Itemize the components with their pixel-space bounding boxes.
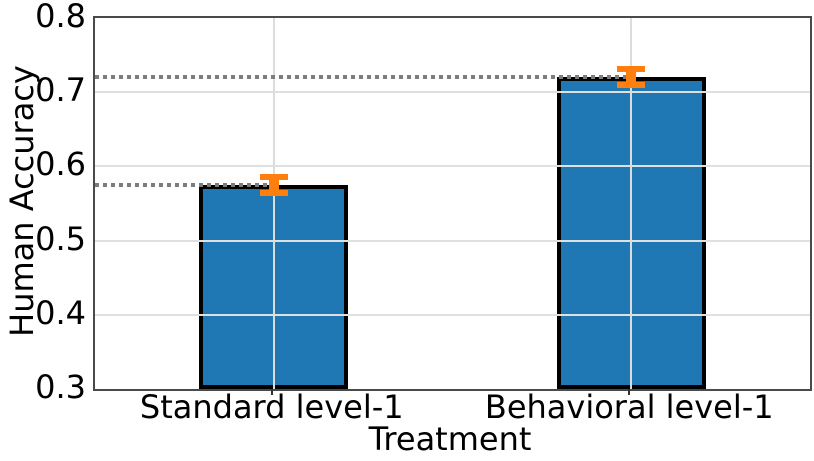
h-gridline xyxy=(95,165,810,168)
plot-area xyxy=(93,16,812,391)
y-axis-tick-label: 0.3 xyxy=(35,368,86,406)
reference-line-1 xyxy=(95,75,632,80)
error-bar-1 xyxy=(617,66,646,89)
error-bar-stem xyxy=(268,173,279,197)
y-axis-tick-label: 0.8 xyxy=(35,0,86,35)
v-gridline xyxy=(630,18,633,389)
x-axis-tick-mark xyxy=(628,389,631,395)
h-gridline xyxy=(95,313,810,316)
h-gridline xyxy=(95,91,810,94)
y-axis-tick-label: 0.4 xyxy=(35,293,86,332)
error-bar-stem xyxy=(626,66,637,89)
y-axis-tick-label: 0.7 xyxy=(35,71,86,110)
y-axis-tick-label: 0.6 xyxy=(35,145,86,184)
h-gridline xyxy=(95,239,810,242)
error-bar-0 xyxy=(259,173,288,197)
x-axis-tick-label: Standard level-1 xyxy=(139,388,404,426)
x-axis-label: Treatment xyxy=(368,420,532,458)
y-axis-tick-label: 0.5 xyxy=(35,219,86,258)
reference-line-0 xyxy=(95,182,274,187)
x-axis-tick-label: Behavioral level-1 xyxy=(484,388,774,426)
x-axis-tick-mark xyxy=(270,389,273,395)
v-gridline xyxy=(272,18,275,389)
